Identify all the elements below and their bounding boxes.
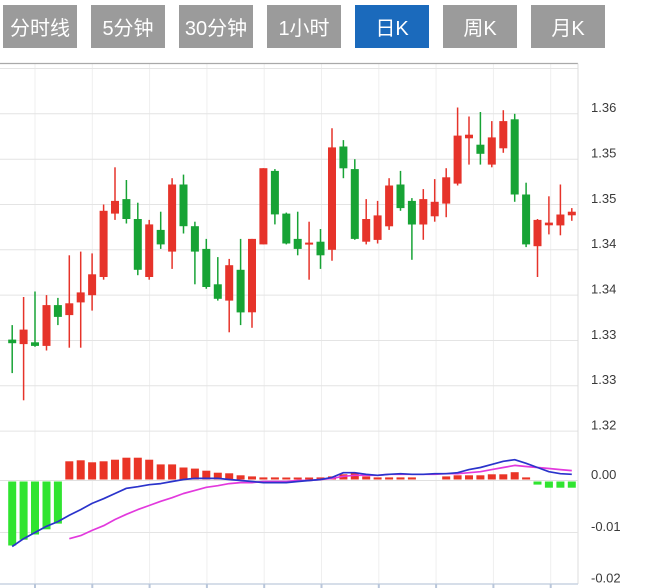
period-tabbar: 分时线 5分钟 30分钟 1小时 日K 周K 月K (3, 5, 605, 48)
tab-30min[interactable]: 30分钟 (179, 5, 253, 48)
svg-text:1.34: 1.34 (591, 236, 616, 251)
svg-text:-0.01: -0.01 (591, 519, 621, 534)
vertical-gridlines (34, 63, 552, 584)
svg-text:1.35: 1.35 (591, 146, 616, 161)
tab-monthly-k[interactable]: 月K (531, 5, 605, 48)
dea-line (69, 464, 572, 540)
candles-layer (8, 107, 576, 401)
svg-text:1.33: 1.33 (591, 372, 616, 387)
tab-daily-k[interactable]: 日K (355, 5, 429, 48)
tab-5min[interactable]: 5分钟 (91, 5, 165, 48)
macd-axis-labels: 0.00 -0.01 -0.02 (591, 467, 621, 586)
svg-text:1.32: 1.32 (591, 418, 616, 433)
svg-text:1.36: 1.36 (591, 100, 616, 115)
price-gridlines (0, 62, 579, 584)
tab-weekly-k[interactable]: 周K (443, 5, 517, 48)
macd-histogram (8, 457, 576, 546)
price-axis-labels: 1.36 1.35 1.35 1.34 1.34 1.33 1.33 1.32 (591, 100, 616, 432)
svg-text:1.34: 1.34 (591, 282, 616, 297)
x-axis (0, 583, 578, 588)
svg-text:1.35: 1.35 (591, 191, 616, 206)
svg-text:-0.02: -0.02 (591, 570, 621, 585)
svg-text:0.00: 0.00 (591, 467, 616, 482)
tab-1hour[interactable]: 1小时 (267, 5, 341, 48)
svg-text:1.33: 1.33 (591, 327, 616, 342)
dif-line (11, 458, 572, 548)
tab-time-line[interactable]: 分时线 (3, 5, 77, 48)
